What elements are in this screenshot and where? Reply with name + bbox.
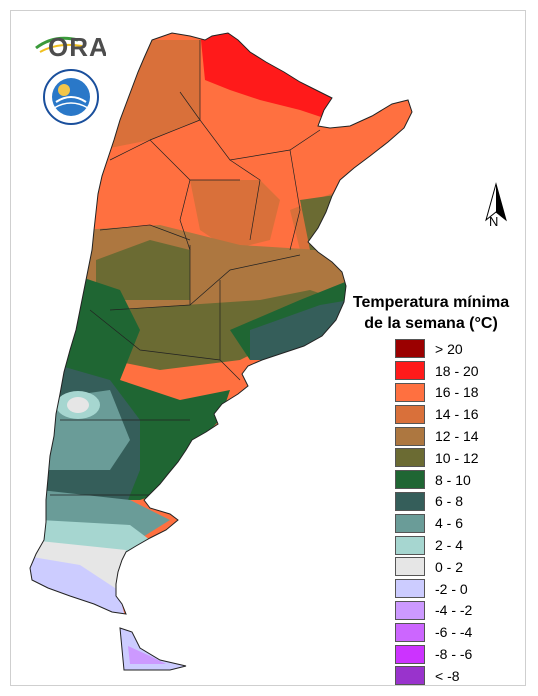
legend-label: < -8 xyxy=(435,667,460,684)
legend-title-line1: Temperatura mínima xyxy=(352,294,510,311)
legend-item: 18 - 20 xyxy=(395,360,479,382)
legend-swatch xyxy=(395,622,425,642)
legend-item: 4 - 6 xyxy=(395,512,479,534)
legend: > 20 18 - 20 16 - 18 14 - 16 12 - 14 10 - 12 8… xyxy=(395,338,479,687)
north-arrow-icon xyxy=(485,182,507,222)
legend-label: 18 - 20 xyxy=(435,362,479,379)
legend-title-line2: de la semana (°C) xyxy=(364,315,498,332)
legend-swatch xyxy=(395,448,425,468)
legend-item: 12 - 14 xyxy=(395,425,479,447)
legend-label: -6 - -4 xyxy=(435,624,473,641)
legend-item: 16 - 18 xyxy=(395,382,479,404)
legend-swatch xyxy=(395,600,425,620)
legend-label: 4 - 6 xyxy=(435,515,464,532)
ora-logo: ORA xyxy=(35,32,106,62)
legend-item: 6 - 8 xyxy=(395,491,479,513)
legend-item: 14 - 16 xyxy=(395,403,479,425)
legend-item: 8 - 10 xyxy=(395,469,479,491)
legend-item: -2 - 0 xyxy=(395,578,479,600)
legend-item: 2 - 4 xyxy=(395,534,479,556)
legend-label: 0 - 2 xyxy=(435,558,464,575)
legend-swatch xyxy=(395,426,425,446)
ora-logo-text: ORA xyxy=(48,32,106,62)
legend-swatch xyxy=(395,579,425,599)
legend-swatch xyxy=(395,361,425,381)
legend-label: -2 - 0 xyxy=(435,580,468,597)
legend-item: 10 - 12 xyxy=(395,447,479,469)
north-label: N xyxy=(489,214,499,229)
legend-label: > 20 xyxy=(435,340,463,357)
legend-title: Temperatura mínima de la semana (°C) xyxy=(340,292,522,334)
legend-swatch xyxy=(395,382,425,402)
legend-item: < -8 xyxy=(395,665,479,687)
legend-item: -6 - -4 xyxy=(395,621,479,643)
legend-item: 0 - 2 xyxy=(395,556,479,578)
legend-item: -4 - -2 xyxy=(395,600,479,622)
legend-item: -8 - -6 xyxy=(395,643,479,665)
smn-seal xyxy=(43,69,99,125)
legend-swatch xyxy=(395,491,425,511)
legend-label: 16 - 18 xyxy=(435,384,479,401)
legend-swatch xyxy=(395,404,425,424)
legend-swatch xyxy=(395,557,425,577)
legend-swatch xyxy=(395,470,425,490)
legend-label: 12 - 14 xyxy=(435,428,479,445)
legend-swatch xyxy=(395,513,425,533)
legend-label: -4 - -2 xyxy=(435,602,473,619)
legend-label: 2 - 4 xyxy=(435,537,464,554)
legend-swatch xyxy=(395,644,425,664)
legend-swatch xyxy=(395,535,425,555)
legend-swatch xyxy=(395,339,425,359)
legend-label: 10 - 12 xyxy=(435,449,479,466)
legend-label: 14 - 16 xyxy=(435,406,479,423)
legend-item: > 20 xyxy=(395,338,479,360)
legend-swatch xyxy=(395,666,425,686)
legend-label: 6 - 8 xyxy=(435,493,464,510)
legend-label: -8 - -6 xyxy=(435,646,473,663)
legend-label: 8 - 10 xyxy=(435,471,471,488)
